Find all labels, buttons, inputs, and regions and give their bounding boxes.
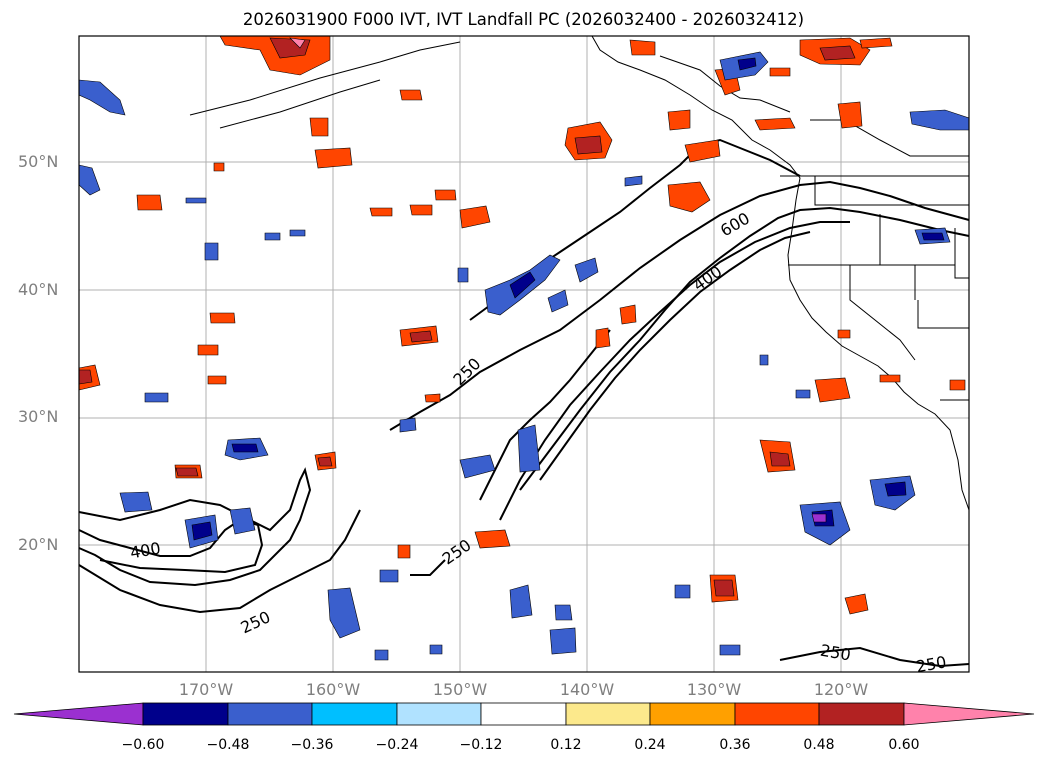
lat-label: 40°N — [18, 280, 59, 299]
lon-label: 150°W — [432, 680, 488, 699]
colorbar-tick-label: 0.48 — [803, 737, 835, 753]
positive-pc-patches — [78, 35, 966, 615]
colorbar-tick-label: −0.24 — [375, 737, 419, 753]
colorbar — [13, 702, 1035, 726]
colorbar-segment — [227, 702, 313, 726]
colorbar-extend-right — [903, 702, 1035, 726]
colorbar-tick-label: −0.36 — [290, 737, 334, 753]
lat-label: 30°N — [18, 407, 59, 426]
colorbar-tick-label: 0.60 — [888, 737, 920, 753]
colorbar-segment — [565, 702, 651, 726]
colorbar-tick-label: −0.48 — [206, 737, 250, 753]
colorbar-segment — [142, 702, 229, 726]
colorbar-tick-label: 0.12 — [550, 737, 582, 753]
map-background — [79, 36, 969, 672]
colorbar-segment — [734, 702, 820, 726]
lon-label: 160°W — [305, 680, 361, 699]
colorbar-extend-left — [13, 702, 144, 726]
colorbar-segment — [818, 702, 905, 726]
contour-label: 250 — [914, 652, 947, 676]
colorbar-segment — [396, 702, 482, 726]
lon-label: 130°W — [686, 680, 742, 699]
lon-label: 170°W — [178, 680, 234, 699]
map-frame — [78, 35, 970, 673]
colorbar-segment — [480, 702, 567, 726]
colorbar-tick-label: 0.36 — [719, 737, 751, 753]
lat-label: 50°N — [18, 152, 59, 171]
lon-label: 120°W — [813, 680, 869, 699]
colorbar-tick-label: −0.12 — [459, 737, 503, 753]
negative-pc-patches — [78, 51, 970, 661]
colorbar-tick-label: 0.24 — [634, 737, 666, 753]
colorbar-segment — [649, 702, 736, 726]
lon-label: 140°W — [559, 680, 615, 699]
chart-title: 2026031900 F000 IVT, IVT Landfall PC (20… — [242, 10, 805, 29]
colorbar-tick-label: −0.60 — [121, 737, 165, 753]
colorbar-segment — [311, 702, 398, 726]
lat-label: 20°N — [18, 535, 59, 554]
